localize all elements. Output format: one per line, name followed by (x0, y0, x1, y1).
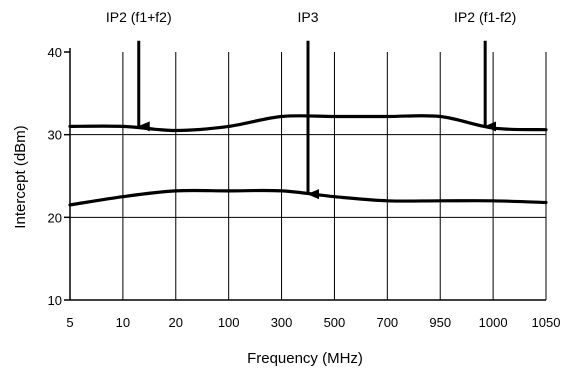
x-tick-label: 5 (66, 315, 73, 330)
x-tick-label: 10 (116, 315, 130, 330)
annotation-label: IP2 (f1-f2) (454, 9, 516, 25)
x-tick-label: 1000 (479, 315, 508, 330)
x-tick-label: 500 (324, 315, 346, 330)
grid (70, 52, 547, 300)
tick-labels: 10 20 30 40 5 10 20 100 300 500 700 950 1000 1050 (48, 45, 561, 330)
x-tick-label: 950 (429, 315, 451, 330)
y-tick-label: 40 (48, 45, 62, 60)
y-axis-title: Intercept (dBm) (12, 125, 29, 228)
x-tick-label: 1050 (532, 315, 561, 330)
x-tick-label: 20 (169, 315, 183, 330)
y-tick-label: 20 (48, 210, 62, 225)
y-tick-label: 30 (48, 128, 62, 143)
annotation-label: IP3 (297, 9, 318, 25)
x-tick-label: 100 (218, 315, 240, 330)
y-tick-label: 10 (48, 293, 62, 308)
annotations: IP2 (f1+f2) IP3 IP2 (f1-f2) (106, 9, 516, 200)
x-tick-label: 300 (271, 315, 293, 330)
annotation-label: IP2 (f1+f2) (106, 9, 172, 25)
x-axis-title: Frequency (MHz) (247, 350, 363, 367)
x-tick-label: 700 (376, 315, 398, 330)
axes (64, 48, 546, 301)
